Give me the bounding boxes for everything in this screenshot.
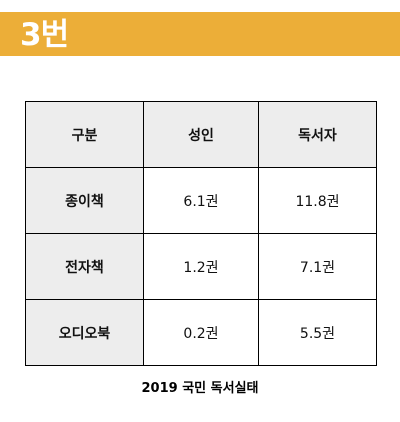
table-caption: 2019 국민 독서실태 [141,381,259,396]
cell-audiobook-adult: 0.2권 [143,299,259,366]
column-header-reader: 독서자 [258,101,377,168]
table-row: 종이책 6.1권 11.8권 [25,167,377,234]
cell-audiobook-reader: 5.5권 [258,299,377,366]
row-label-ebook: 전자책 [25,233,144,300]
cell-paper-book-reader: 11.8권 [258,167,377,234]
cell-ebook-adult: 1.2권 [143,233,259,300]
header-title: 3번 [20,17,69,53]
table-row: 전자책 1.2권 7.1권 [25,233,377,300]
table-header-row: 구분 성인 독서자 [25,101,377,168]
row-label-paper-book: 종이책 [25,167,144,234]
table-row: 오디오북 0.2권 5.5권 [25,299,377,366]
cell-paper-book-adult: 6.1권 [143,167,259,234]
column-header-adult: 성인 [143,101,259,168]
cell-ebook-reader: 7.1권 [258,233,377,300]
row-label-audiobook: 오디오북 [25,299,144,366]
reading-stats-table: 구분 성인 독서자 종이책 6.1권 11.8권 전자책 1.2권 7.1권 오… [25,101,377,366]
header-bar: 3번 [0,12,400,56]
column-header-category: 구분 [25,101,144,168]
